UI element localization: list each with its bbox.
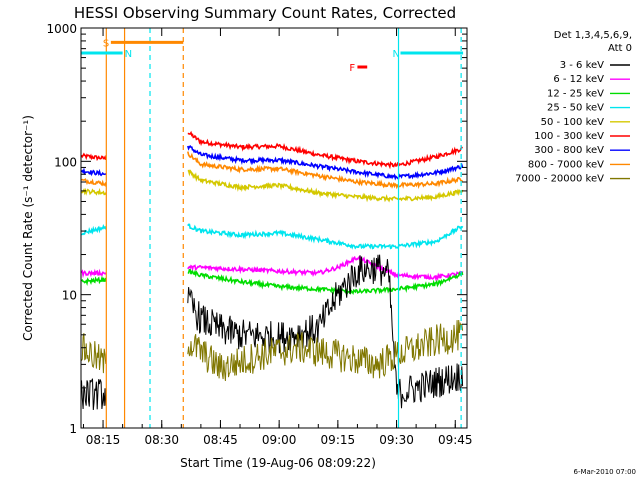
x-axis-label: Start Time (19-Aug-06 08:09:22) <box>180 456 376 470</box>
x-tick-label-0: 08:15 <box>86 433 121 447</box>
series-6_12keV-line <box>80 255 464 283</box>
series-7000_20000keV-line <box>81 319 464 382</box>
flag-label-n-1: N <box>125 49 132 60</box>
x-tick-label-3: 09:00 <box>262 433 297 447</box>
legend-entry-label-2: 12 - 25 keV <box>547 88 604 99</box>
y-tick-label-2: 100 <box>54 155 77 169</box>
flag-label-s-0: S <box>103 38 109 49</box>
flag-label-n-2: N <box>392 49 399 60</box>
legend-entry-label-0: 3 - 6 keV <box>560 60 604 71</box>
y-tick-label-3: 1000 <box>46 22 77 36</box>
legend-entry-label-7: 800 - 7000 keV <box>528 159 604 170</box>
legend-entry-label-6: 300 - 800 keV <box>534 145 604 156</box>
y-tick-label-0: 1 <box>69 422 77 436</box>
x-tick-label-1: 08:30 <box>144 433 179 447</box>
legend-header: Det 1,3,4,5,6,9, <box>554 30 632 41</box>
chart-title: HESSI Observing Summary Count Rates, Cor… <box>74 4 456 22</box>
x-tick-label-6: 09:45 <box>438 433 473 447</box>
x-tick-label-2: 08:45 <box>203 433 238 447</box>
y-axis-label: Corrected Count Rate (s⁻¹ detector⁻¹) <box>21 115 35 341</box>
legend-entry-label-4: 50 - 100 keV <box>541 117 605 128</box>
series-3_6keV-line <box>81 254 464 411</box>
legend-entry-label-5: 100 - 300 keV <box>534 131 604 142</box>
series-100_300keV-line <box>80 130 463 170</box>
series-300_800keV-line <box>80 145 464 181</box>
legend-entry-label-8: 7000 - 20000 keV <box>515 174 604 185</box>
x-tick-label-4: 09:15 <box>321 433 356 447</box>
series-12_25keV-line <box>80 268 464 296</box>
plot-frame <box>80 27 468 429</box>
footer-date: 6-Mar-2010 07:00 <box>574 468 636 476</box>
x-tick-label-5: 09:30 <box>379 433 414 447</box>
y-tick-label-1: 10 <box>62 289 77 303</box>
series-800_7000keV-line <box>81 151 463 190</box>
legend-entry-label-3: 25 - 50 keV <box>547 103 604 114</box>
legend-subheader: Att 0 <box>608 43 632 54</box>
legend-entry-label-1: 6 - 12 keV <box>553 74 604 85</box>
legend: Det 1,3,4,5,6,9, Att 0 3 - 6 keV 6 - 12 keV… <box>515 30 632 185</box>
flag-label-f-3: F <box>349 63 355 74</box>
